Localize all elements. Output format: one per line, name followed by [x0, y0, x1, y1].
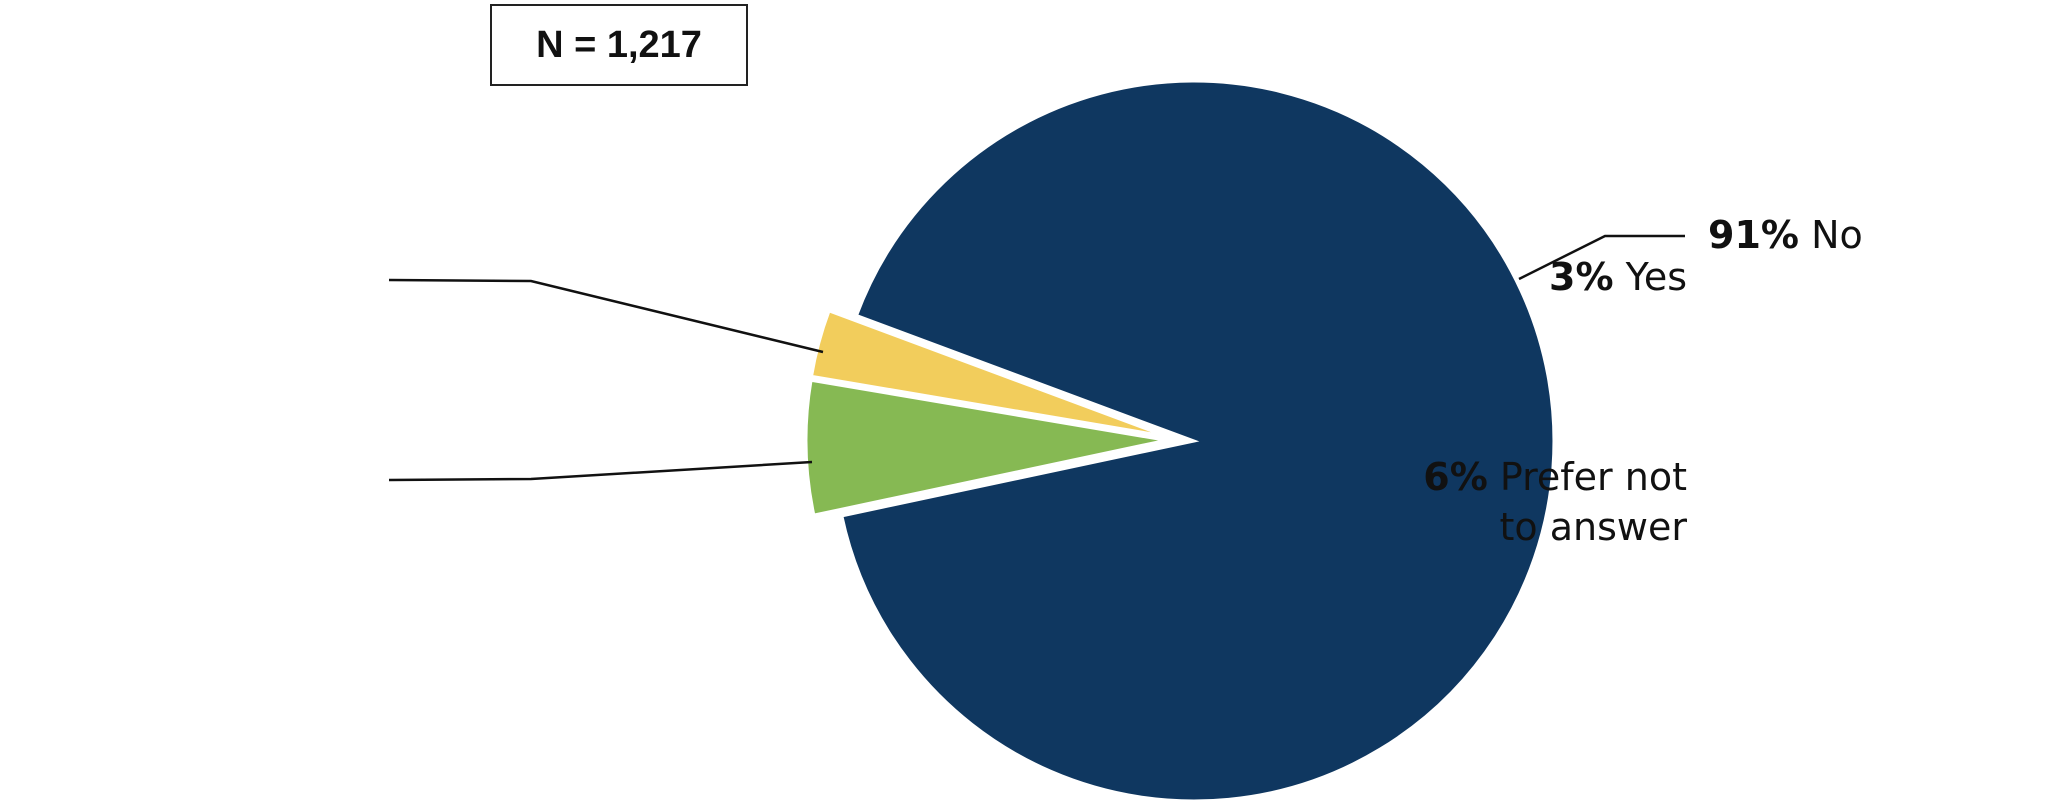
leader-line [388, 460, 813, 482]
category-label: No [1811, 213, 1863, 257]
slice-label: 3% Yes [1287, 252, 1687, 302]
value-label: 6% [1423, 455, 1488, 499]
leader-line [1518, 234, 1685, 281]
pie-slice [840, 79, 1556, 803]
sample-size-box: N = 1,217 [490, 4, 748, 86]
slice-label: 6% Prefer not to answer [1387, 452, 1687, 552]
value-label: 91% [1708, 213, 1799, 257]
leader-line [388, 278, 824, 354]
category-label: Prefer not to answer [1499, 455, 1687, 549]
value-label: 3% [1549, 255, 1614, 299]
pie-slice [809, 308, 1168, 438]
pie-slice [804, 378, 1167, 517]
category-label: Yes [1625, 255, 1687, 299]
slice-label: 91% No [1708, 210, 2059, 260]
